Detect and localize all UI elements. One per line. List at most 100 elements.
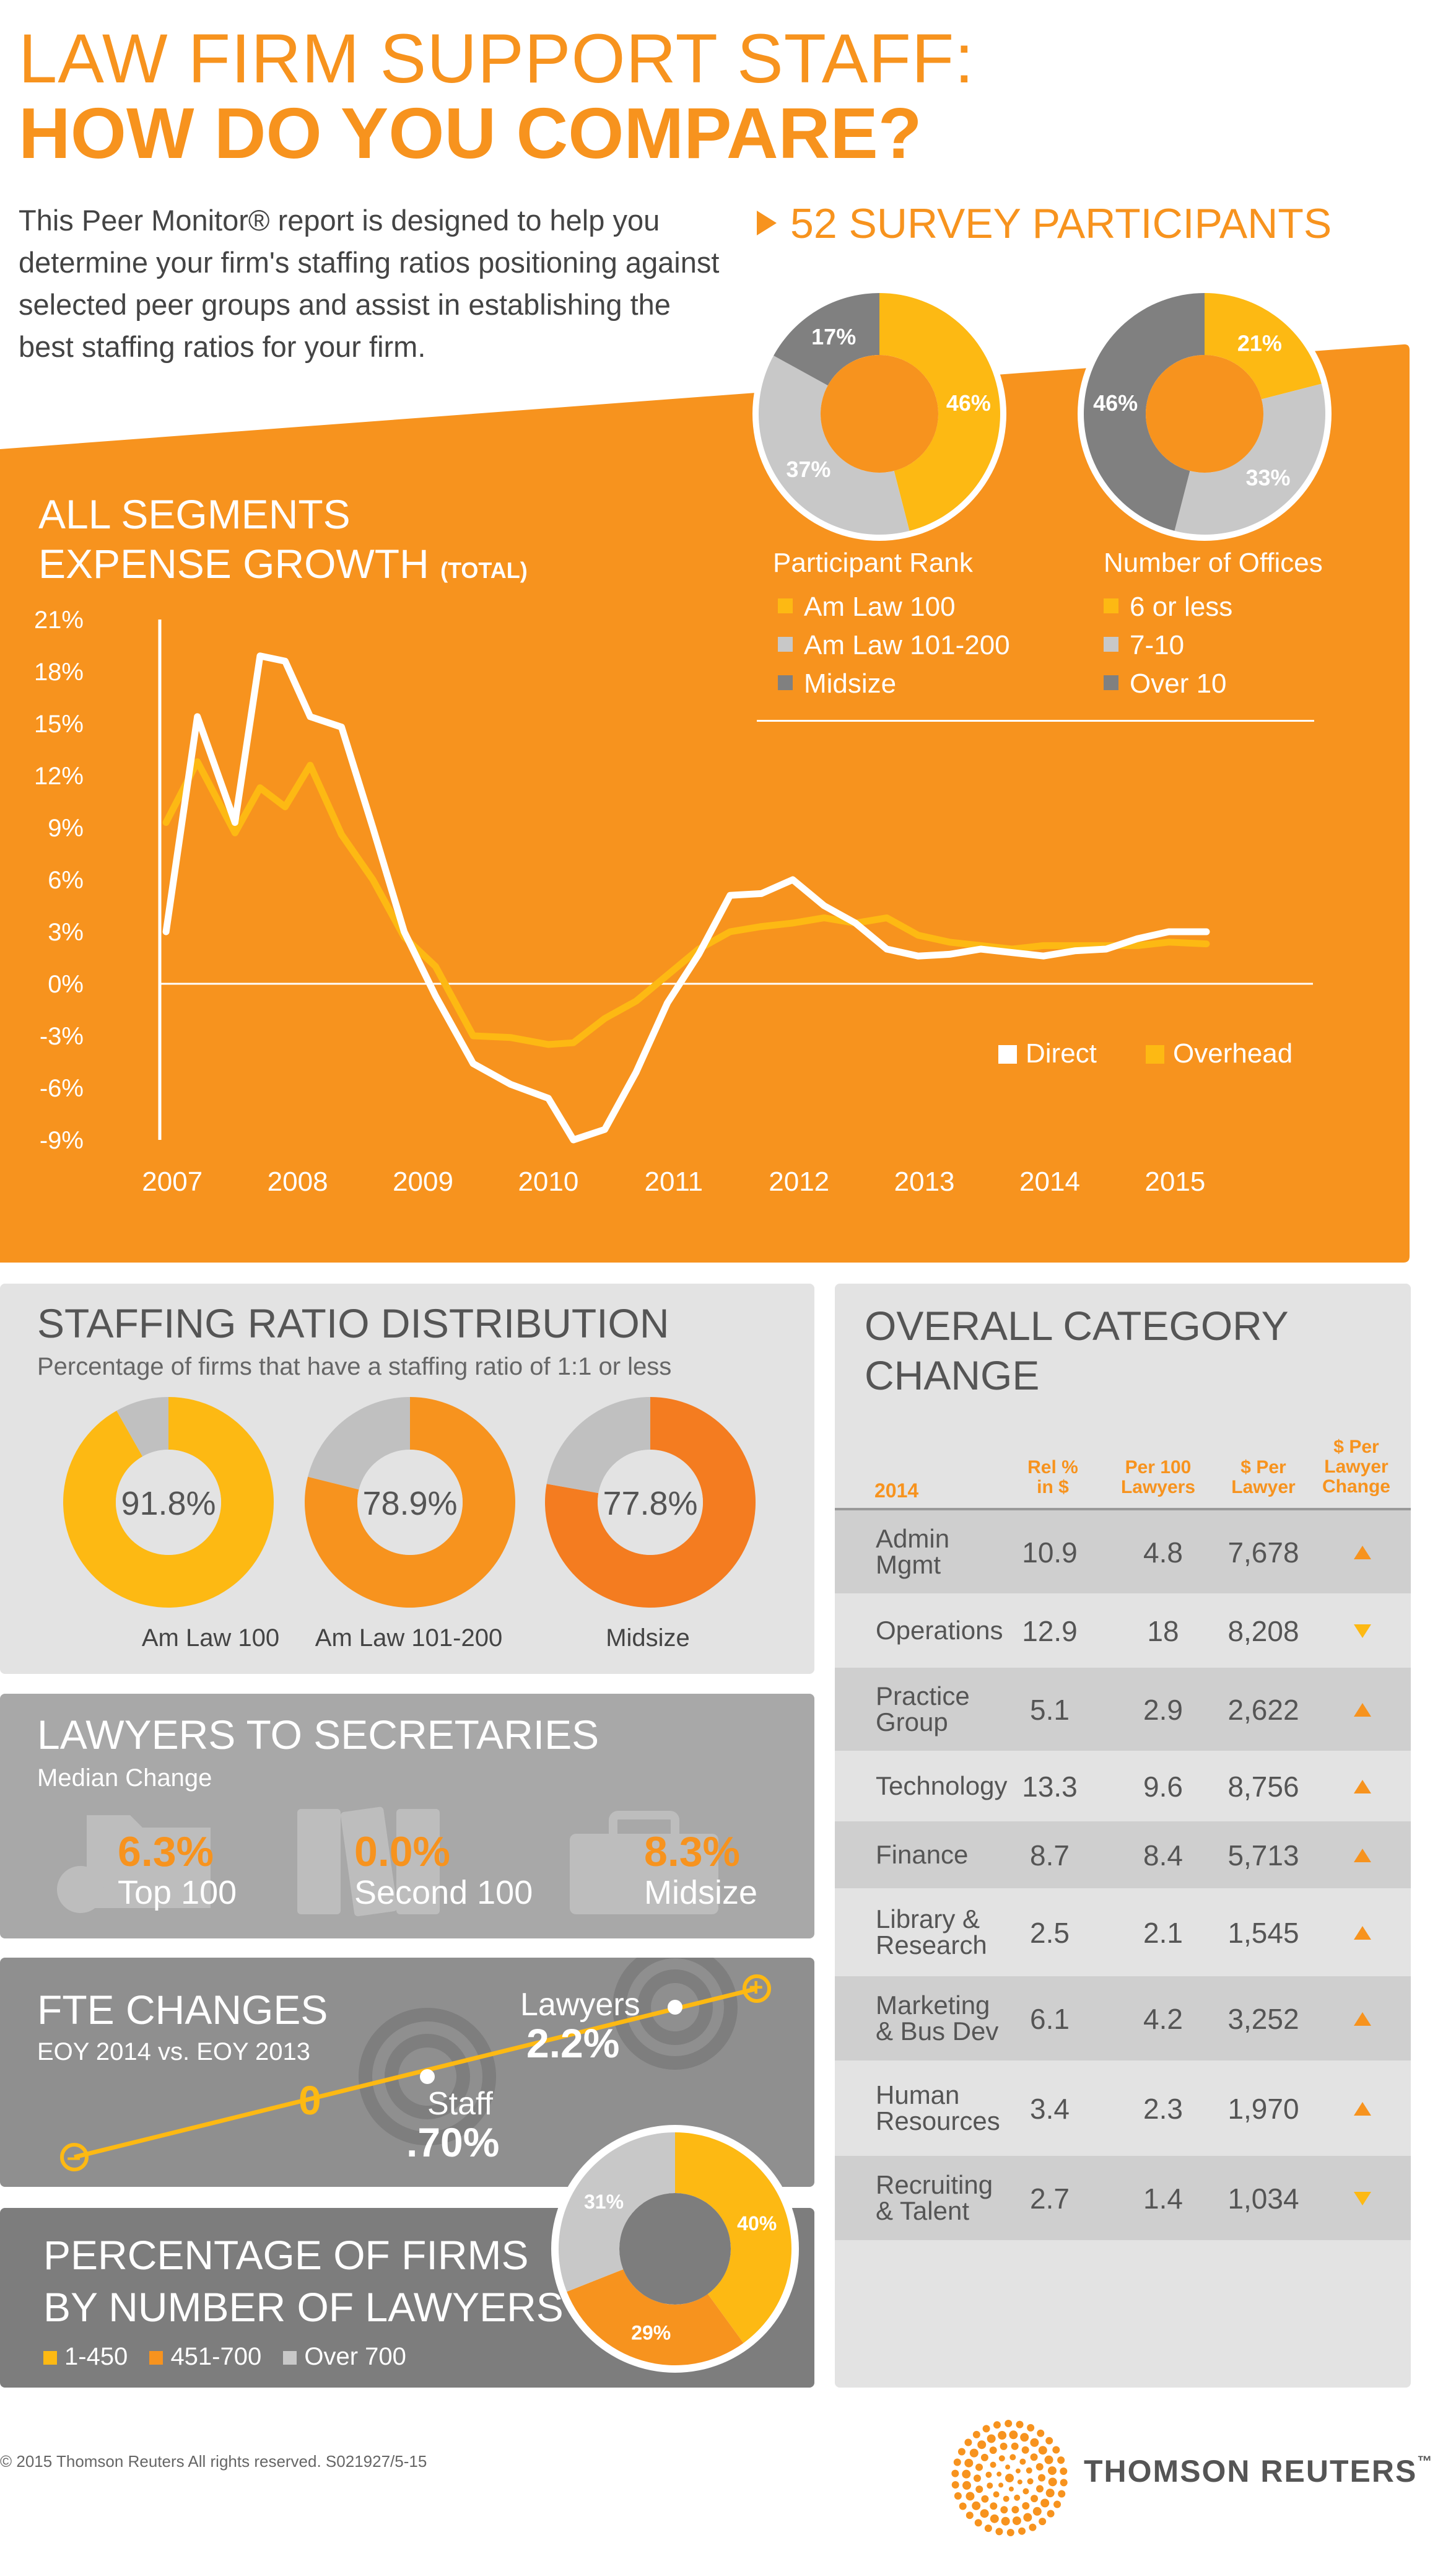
trend-up-icon xyxy=(1354,1926,1371,1940)
logo-dot xyxy=(987,2434,996,2443)
logo-dot xyxy=(989,2446,997,2454)
row-per100: 1.4 xyxy=(1143,2183,1183,2215)
offices-donut: 21% 33% 46% xyxy=(1078,287,1332,541)
logo-dot xyxy=(1058,2490,1066,2498)
x-tick-label: 2009 xyxy=(393,1167,453,1197)
logo-dot xyxy=(1030,2453,1038,2461)
logo-dot xyxy=(1019,2458,1026,2465)
logo-dot xyxy=(990,2514,999,2523)
row-category: Operations xyxy=(876,1616,1003,1645)
category-table-body: Admin Mgmt 10.9 4.8 7,678 Operations 12.9 18 8,… xyxy=(835,1510,1411,2254)
fte-minus-label: – xyxy=(67,2143,81,2171)
donut-slice-label: 40% xyxy=(737,2212,777,2235)
logo-dot xyxy=(981,2495,989,2503)
table-row: Operations 12.9 18 8,208 xyxy=(835,1593,1411,1668)
donut-hole xyxy=(116,1450,221,1555)
y-tick-label: -3% xyxy=(40,1023,84,1050)
logo-dot xyxy=(1011,2506,1019,2514)
participant-rank-title: Participant Rank xyxy=(773,548,973,578)
ls-midsize-value: 8.3% xyxy=(644,1828,740,1875)
fte-lawyers-label: Lawyers xyxy=(520,1987,640,2023)
x-tick-label: 2008 xyxy=(268,1167,328,1197)
row-category: Finance xyxy=(876,1840,969,1869)
logo-dot xyxy=(1006,2528,1014,2536)
lawyers-point xyxy=(668,2000,682,2015)
firms-by-lawyers-donut: 40% 29% 31% xyxy=(551,2125,799,2373)
logo-dot xyxy=(1011,2442,1019,2450)
legend-item: Over 10 xyxy=(1104,668,1232,707)
participant-rank-donut: 46% 37% 17% xyxy=(752,287,1006,541)
logo-dot xyxy=(964,2438,972,2446)
target-rings-left xyxy=(359,2008,496,2145)
donut-hole xyxy=(598,1450,703,1555)
fte-trend-line xyxy=(74,1986,757,2160)
legend-swatch xyxy=(778,637,793,652)
row-perlawyer: 3,252 xyxy=(1227,2003,1299,2035)
logo-dot xyxy=(998,2431,1007,2440)
logo-dot xyxy=(1003,2495,1009,2502)
fte-zero-label: 0 xyxy=(299,2077,321,2123)
legend-label: Overhead xyxy=(1173,1038,1293,1069)
intro-text: This Peer Monitor® report is designed to… xyxy=(19,204,720,363)
row-per100: 2.3 xyxy=(1143,2093,1183,2125)
donut-slice xyxy=(774,293,879,386)
logo-dot xyxy=(1029,2523,1037,2531)
logo-dot xyxy=(1045,2489,1055,2498)
y-tick-label: 12% xyxy=(34,763,84,790)
offices-legend: 6 or less 7-10 Over 10 xyxy=(1104,592,1232,707)
brand-name: THOMSON REUTERS™ xyxy=(1084,2453,1434,2489)
title-line2: HOW DO YOU COMPARE? xyxy=(19,93,922,173)
target-rings-right xyxy=(612,1958,738,2070)
row-rel: 5.1 xyxy=(1030,1694,1070,1726)
logo-dot xyxy=(987,2482,993,2489)
x-tick-label: 2012 xyxy=(769,1167,829,1197)
ratio-label-midsize: Midsize xyxy=(606,1624,690,1652)
row-perlawyer: 5,713 xyxy=(1227,1839,1299,1872)
table-row: Admin Mgmt 10.9 4.8 7,678 xyxy=(835,1510,1411,1593)
expense-growth-title: ALL SEGMENTS EXPENSE GROWTH (TOTAL) xyxy=(38,491,528,587)
x-tick-label: 2013 xyxy=(894,1167,955,1197)
staffing-ratio-subtitle: Percentage of firms that have a staffing… xyxy=(37,1353,672,1380)
row-rel: 3.4 xyxy=(1030,2093,1070,2125)
legend-swatch xyxy=(283,2351,297,2365)
x-tick-label: 2007 xyxy=(142,1167,203,1197)
legend-swatch xyxy=(1104,637,1118,652)
donut-slice xyxy=(308,1397,410,1490)
header-year: 2014 xyxy=(874,1479,919,1502)
logo-dot xyxy=(1000,2442,1008,2450)
logo-dot xyxy=(982,2425,990,2433)
logo-dot xyxy=(1047,2510,1055,2518)
row-category: Marketing & Bus Dev xyxy=(876,1990,999,2046)
ls-midsize-label: Midsize xyxy=(644,1874,758,1911)
donut-slice xyxy=(545,1397,756,1608)
logo-dot xyxy=(975,2485,983,2494)
row-category: Technology xyxy=(876,1771,1008,1800)
fte-changes-graphic xyxy=(60,1958,771,2171)
donut-slice-label: 17% xyxy=(811,324,856,349)
logo-dot xyxy=(1018,2527,1026,2535)
lawyers-secretaries-icons xyxy=(57,1806,718,1917)
participants-text: 52 SURVEY PARTICIPANTS xyxy=(790,200,1332,247)
play-triangle-icon xyxy=(757,211,777,236)
row-rel: 10.9 xyxy=(1022,1536,1078,1569)
x-tick-label: 2014 xyxy=(1019,1167,1080,1197)
logo-dot xyxy=(962,2481,972,2490)
logo-dot xyxy=(1057,2456,1065,2464)
logo-dot xyxy=(1005,2474,1014,2482)
staffing-ratio-donuts: 91.8% 78.9% 77.8% xyxy=(63,1397,756,1608)
logo-dot xyxy=(990,2461,996,2468)
header-change: $ Per Lawyer Change xyxy=(1322,1437,1390,1497)
logo-dot xyxy=(969,2448,979,2458)
ratio-value: 78.9% xyxy=(362,1485,457,1522)
trend-down-icon xyxy=(1354,1624,1371,1638)
logo-dot xyxy=(1031,2495,1039,2503)
donut-slice xyxy=(63,1397,274,1608)
logo-dot xyxy=(1022,2502,1030,2510)
logo-dot xyxy=(1035,2463,1044,2471)
row-perlawyer: 1,034 xyxy=(1227,2183,1299,2215)
logo-dot xyxy=(951,2469,959,2477)
fte-changes-subtitle: EOY 2014 vs. EOY 2013 xyxy=(37,2038,311,2065)
logo-dot xyxy=(998,2482,1004,2488)
legend-item: 6 or less xyxy=(1104,592,1232,630)
logo-dot xyxy=(1008,2486,1014,2492)
